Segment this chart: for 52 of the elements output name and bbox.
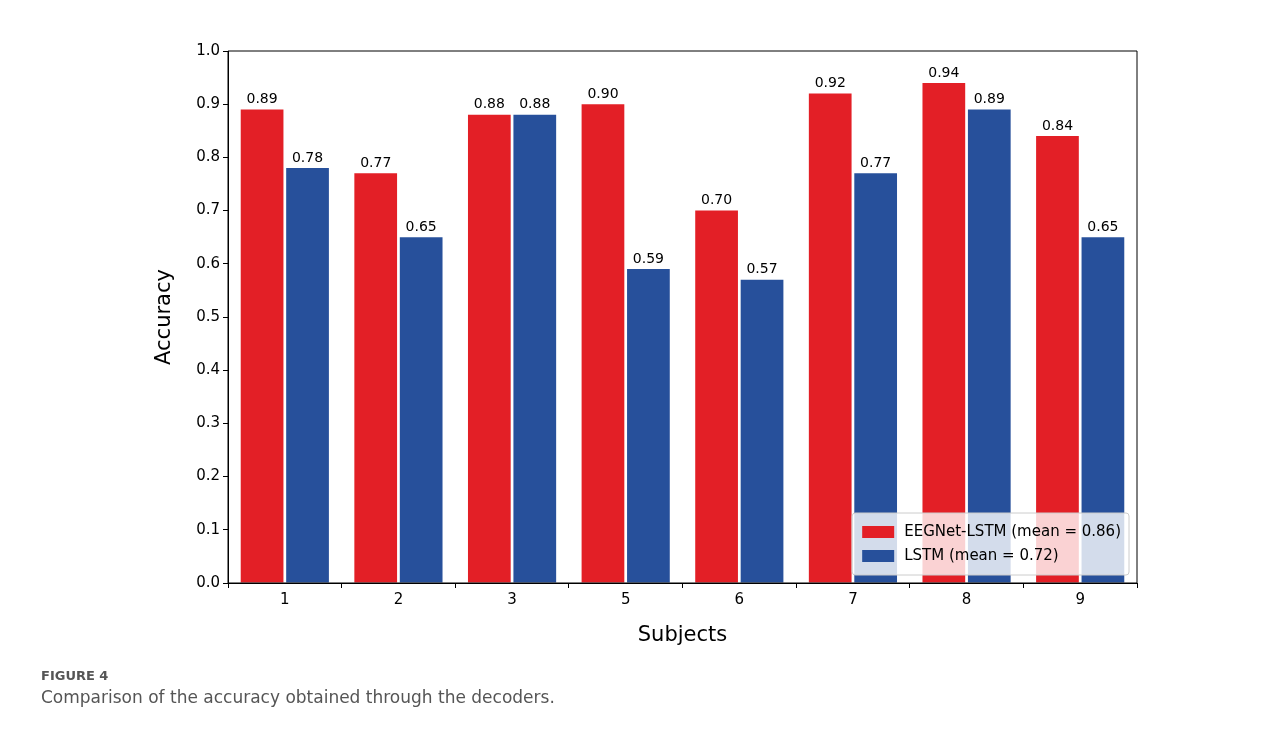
y-tick-label: 0.3 bbox=[196, 413, 220, 432]
x-tick-label: 7 bbox=[848, 589, 858, 608]
x-tick-label: 2 bbox=[393, 589, 404, 608]
legend-label: EEGNet-LSTM (mean = 0.86) bbox=[904, 521, 1122, 540]
y-axis-title: Accuracy bbox=[151, 269, 176, 365]
data-label: 0.77 bbox=[360, 154, 392, 170]
x-axis-title: Subjects bbox=[637, 621, 728, 646]
bar bbox=[240, 109, 284, 583]
data-label: 0.65 bbox=[1087, 217, 1119, 234]
y-tick-label: 0.6 bbox=[196, 253, 220, 272]
x-tick-label: 1 bbox=[280, 589, 290, 608]
data-label: 0.78 bbox=[291, 148, 324, 165]
y-tick-label: 0.9 bbox=[196, 94, 220, 113]
bar bbox=[808, 93, 852, 583]
data-label: 0.84 bbox=[1041, 116, 1074, 133]
data-label: 0.89 bbox=[973, 90, 1005, 107]
x-tick-label: 3 bbox=[507, 589, 517, 608]
y-tick-label: 0.5 bbox=[196, 306, 220, 325]
y-tick-label: 0.0 bbox=[196, 572, 220, 591]
data-label: 0.59 bbox=[632, 249, 664, 266]
data-label: 0.92 bbox=[814, 74, 846, 91]
bar bbox=[286, 168, 329, 583]
caption: FIGURE 4 bbox=[41, 668, 110, 683]
data-label: 0.90 bbox=[587, 84, 619, 101]
x-tick-label: 5 bbox=[620, 589, 631, 608]
y-tick-label: 0.7 bbox=[196, 200, 220, 219]
legend-label: LSTM (mean = 0.72) bbox=[904, 545, 1059, 564]
y-tick-label: 1.0 bbox=[196, 40, 220, 59]
bar bbox=[695, 210, 738, 583]
data-label: 0.88 bbox=[519, 95, 551, 112]
data-label: 0.94 bbox=[928, 63, 960, 80]
data-label: 0.65 bbox=[405, 217, 437, 234]
text: Comparison of the accuracy obtained through the decoders. bbox=[41, 687, 556, 707]
data-label: 0.89 bbox=[246, 90, 278, 107]
y-tick-label: 0.1 bbox=[196, 519, 220, 538]
x-tick-label: 9 bbox=[1075, 589, 1085, 608]
data-label: 0.57 bbox=[746, 260, 778, 277]
data-label: 0.70 bbox=[701, 191, 733, 208]
bar bbox=[354, 173, 398, 583]
data-label: 0.77 bbox=[860, 154, 892, 170]
bar bbox=[467, 114, 511, 583]
bar bbox=[581, 104, 625, 583]
x-tick-label: 8 bbox=[961, 589, 972, 608]
x-tick-label: 6 bbox=[734, 589, 745, 608]
y-tick-label: 0.2 bbox=[196, 466, 220, 485]
bar bbox=[399, 237, 443, 583]
y-tick-label: 0.4 bbox=[196, 360, 220, 379]
bar bbox=[627, 269, 670, 583]
y-tick-label: 0.8 bbox=[196, 147, 220, 166]
bar bbox=[740, 279, 784, 583]
bar bbox=[513, 114, 557, 583]
data-label: 0.88 bbox=[473, 95, 505, 112]
